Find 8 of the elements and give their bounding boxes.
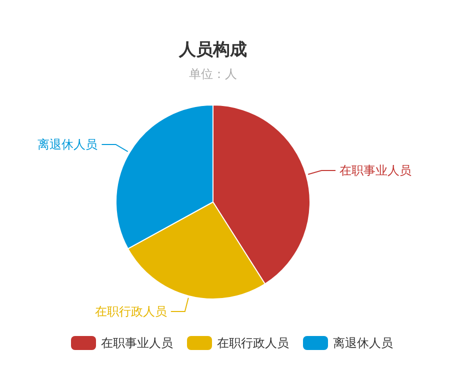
legend-label: 在职行政人员 bbox=[217, 336, 289, 350]
slice-label: 在职事业人员 bbox=[340, 163, 412, 178]
slice-label: 离退休人员 bbox=[38, 137, 98, 152]
chart-subtitle: 单位：人 bbox=[189, 67, 237, 81]
legend-label: 在职事业人员 bbox=[101, 336, 173, 350]
legend-label: 离退休人员 bbox=[333, 336, 393, 350]
slice-label: 在职行政人员 bbox=[94, 304, 167, 318]
chart-title: 人员构成 bbox=[178, 40, 247, 60]
